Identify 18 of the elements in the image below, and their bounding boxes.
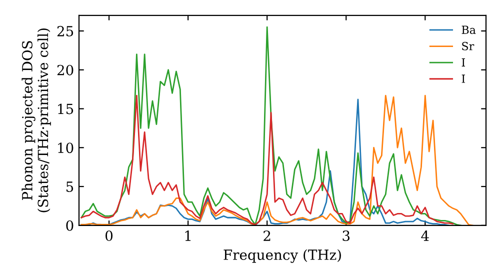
legend-label: Ba [462, 26, 476, 34]
legend-label: I [462, 74, 465, 83]
y-tick-label: 25 [57, 26, 74, 36]
y-tick-label: 15 [58, 104, 74, 114]
line-series [80, 26, 462, 226]
x-axis-title: Frequency (THz) [224, 249, 341, 263]
x-tick-label: 3 [342, 230, 350, 242]
x-tick-label: 4 [421, 230, 429, 241]
y-tick-label: 0 [66, 220, 74, 231]
y-tick-label: 20 [57, 64, 74, 76]
x-tick-label: 0 [106, 230, 113, 242]
y-axis-title: Phonon projected DOS (States/THz·primitive cell) [22, 28, 51, 212]
y-tick-label: 10 [58, 142, 74, 154]
y-tick-label: 5 [66, 182, 74, 192]
legend-label: I [462, 58, 465, 66]
x-tick-label: 2 [264, 230, 270, 241]
legend-label: Sr [462, 42, 474, 50]
x-tick-label: 1 [185, 230, 191, 241]
